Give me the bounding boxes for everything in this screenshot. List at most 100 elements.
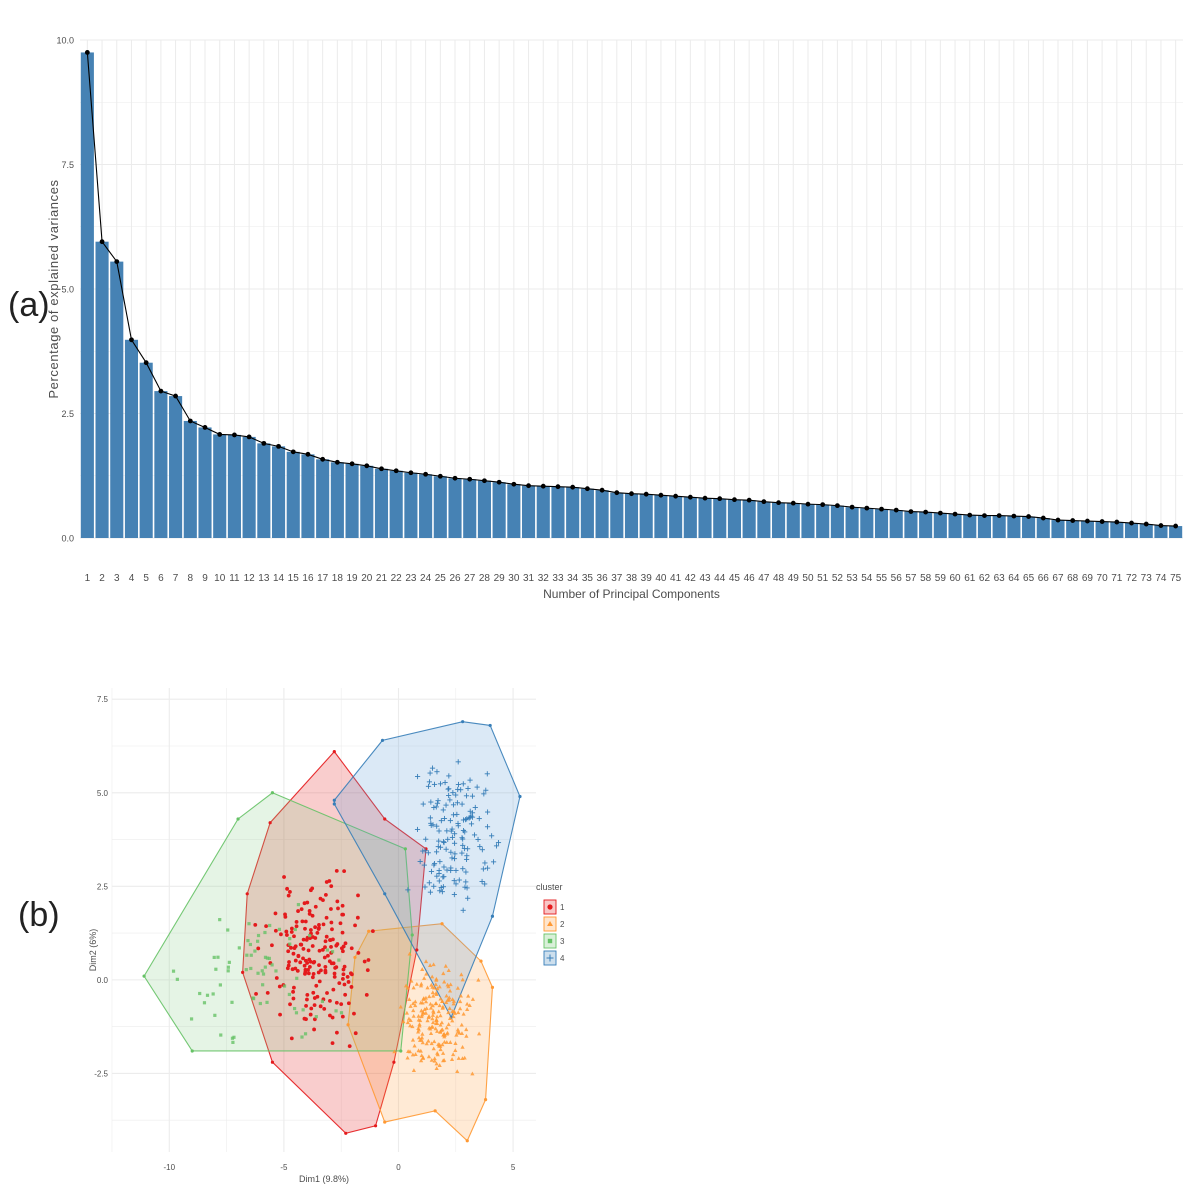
point-cluster-4 bbox=[450, 802, 457, 808]
x-tick-label: 8 bbox=[188, 573, 194, 584]
point-cluster-2 bbox=[432, 1056, 437, 1061]
point-cluster-2 bbox=[431, 962, 436, 967]
bar bbox=[1154, 525, 1168, 538]
point-cluster-2 bbox=[419, 1037, 424, 1042]
point-cluster-2 bbox=[437, 984, 442, 989]
x-tick-label: 53 bbox=[847, 573, 859, 584]
point-cluster-3 bbox=[277, 927, 282, 931]
variance-point bbox=[276, 443, 281, 449]
point-cluster-2 bbox=[407, 951, 412, 956]
point-cluster-2 bbox=[430, 990, 435, 995]
hull-vertex bbox=[190, 1049, 194, 1053]
point-cluster-4 bbox=[441, 839, 447, 846]
y-axis-title: Percentage of explained variances bbox=[46, 179, 61, 398]
variance-point bbox=[232, 432, 237, 438]
point-cluster-1 bbox=[362, 959, 367, 964]
point-cluster-2 bbox=[429, 1041, 434, 1046]
bar bbox=[169, 396, 183, 538]
point-cluster-3 bbox=[226, 969, 230, 973]
point-cluster-4 bbox=[447, 818, 453, 824]
point-cluster-3 bbox=[314, 1015, 318, 1019]
point-cluster-3 bbox=[189, 1017, 194, 1021]
point-cluster-4 bbox=[427, 770, 433, 776]
hull-vertex bbox=[332, 750, 336, 754]
point-cluster-1 bbox=[277, 984, 282, 989]
x-tick-label: 15 bbox=[288, 573, 300, 584]
point-cluster-2 bbox=[408, 1018, 413, 1022]
point-cluster-1 bbox=[332, 971, 337, 976]
point-cluster-1 bbox=[356, 893, 360, 898]
point-cluster-1 bbox=[286, 949, 291, 954]
variance-point bbox=[99, 239, 105, 245]
point-cluster-4 bbox=[468, 821, 475, 827]
point-cluster-2 bbox=[438, 1013, 443, 1018]
point-cluster-1 bbox=[270, 943, 274, 948]
point-cluster-2 bbox=[434, 1014, 440, 1019]
point-cluster-2 bbox=[454, 1032, 459, 1037]
point-cluster-4 bbox=[443, 802, 449, 808]
variance-point bbox=[967, 512, 973, 518]
point-cluster-3 bbox=[218, 918, 222, 922]
point-cluster-2 bbox=[416, 1029, 421, 1034]
point-cluster-3 bbox=[267, 956, 271, 961]
point-cluster-1 bbox=[307, 957, 312, 962]
y-tick-label: 5.0 bbox=[97, 789, 109, 798]
x-tick-label: 17 bbox=[317, 573, 329, 584]
point-cluster-2 bbox=[438, 1047, 443, 1052]
y-tick-label: 7.5 bbox=[97, 695, 109, 704]
point-cluster-2 bbox=[438, 1022, 443, 1027]
bar bbox=[1110, 522, 1124, 538]
legend-entry-2: 2 bbox=[543, 916, 565, 932]
variance-point bbox=[643, 491, 649, 497]
point-cluster-1 bbox=[296, 909, 300, 913]
point-cluster-1 bbox=[334, 1000, 339, 1005]
point-cluster-1 bbox=[356, 951, 361, 955]
x-tick-label: 31 bbox=[523, 573, 535, 584]
point-cluster-1 bbox=[317, 922, 321, 927]
cluster-hull-3 bbox=[143, 792, 413, 1052]
hull-vertex bbox=[236, 817, 240, 821]
point-cluster-4 bbox=[437, 859, 443, 865]
point-cluster-2 bbox=[437, 1003, 442, 1008]
point-cluster-2 bbox=[422, 976, 427, 980]
point-cluster-3 bbox=[320, 999, 325, 1004]
point-cluster-3 bbox=[292, 1006, 297, 1011]
point-cluster-1 bbox=[310, 886, 315, 891]
x-tick-label: 3 bbox=[114, 573, 120, 584]
point-cluster-4 bbox=[427, 815, 433, 821]
variance-point bbox=[261, 440, 267, 446]
bar bbox=[992, 515, 1006, 538]
point-cluster-2 bbox=[441, 1058, 446, 1063]
point-cluster-4 bbox=[451, 831, 458, 837]
point-cluster-4 bbox=[448, 849, 454, 855]
point-cluster-1 bbox=[302, 901, 307, 906]
point-cluster-1 bbox=[342, 964, 347, 969]
hull-vertex bbox=[479, 959, 483, 963]
variance-point bbox=[673, 493, 679, 499]
x-tick-label: 54 bbox=[861, 573, 873, 584]
point-cluster-1 bbox=[285, 933, 289, 937]
x-tick-label: 48 bbox=[773, 573, 785, 584]
point-cluster-3 bbox=[288, 942, 292, 946]
point-cluster-3 bbox=[270, 963, 274, 967]
point-cluster-2 bbox=[445, 997, 450, 1002]
y-tick-label: 0.0 bbox=[97, 976, 109, 985]
legend-entry-3: 3 bbox=[543, 933, 565, 949]
point-cluster-4 bbox=[490, 859, 497, 865]
point-cluster-2 bbox=[450, 1018, 455, 1023]
hull-vertex bbox=[403, 847, 407, 851]
legend-label: 2 bbox=[560, 920, 565, 929]
point-cluster-3 bbox=[198, 991, 202, 996]
point-cluster-2 bbox=[405, 1020, 410, 1025]
variance-point bbox=[982, 513, 987, 518]
bar bbox=[904, 511, 918, 538]
bar bbox=[330, 462, 344, 538]
point-cluster-1 bbox=[330, 1041, 335, 1046]
point-cluster-2 bbox=[420, 1031, 425, 1036]
point-cluster-1 bbox=[349, 946, 354, 951]
point-cluster-4 bbox=[425, 783, 432, 789]
x-tick-label: 49 bbox=[788, 573, 800, 584]
point-cluster-1 bbox=[315, 931, 320, 935]
point-cluster-3 bbox=[249, 953, 253, 957]
variance-point bbox=[143, 360, 149, 366]
